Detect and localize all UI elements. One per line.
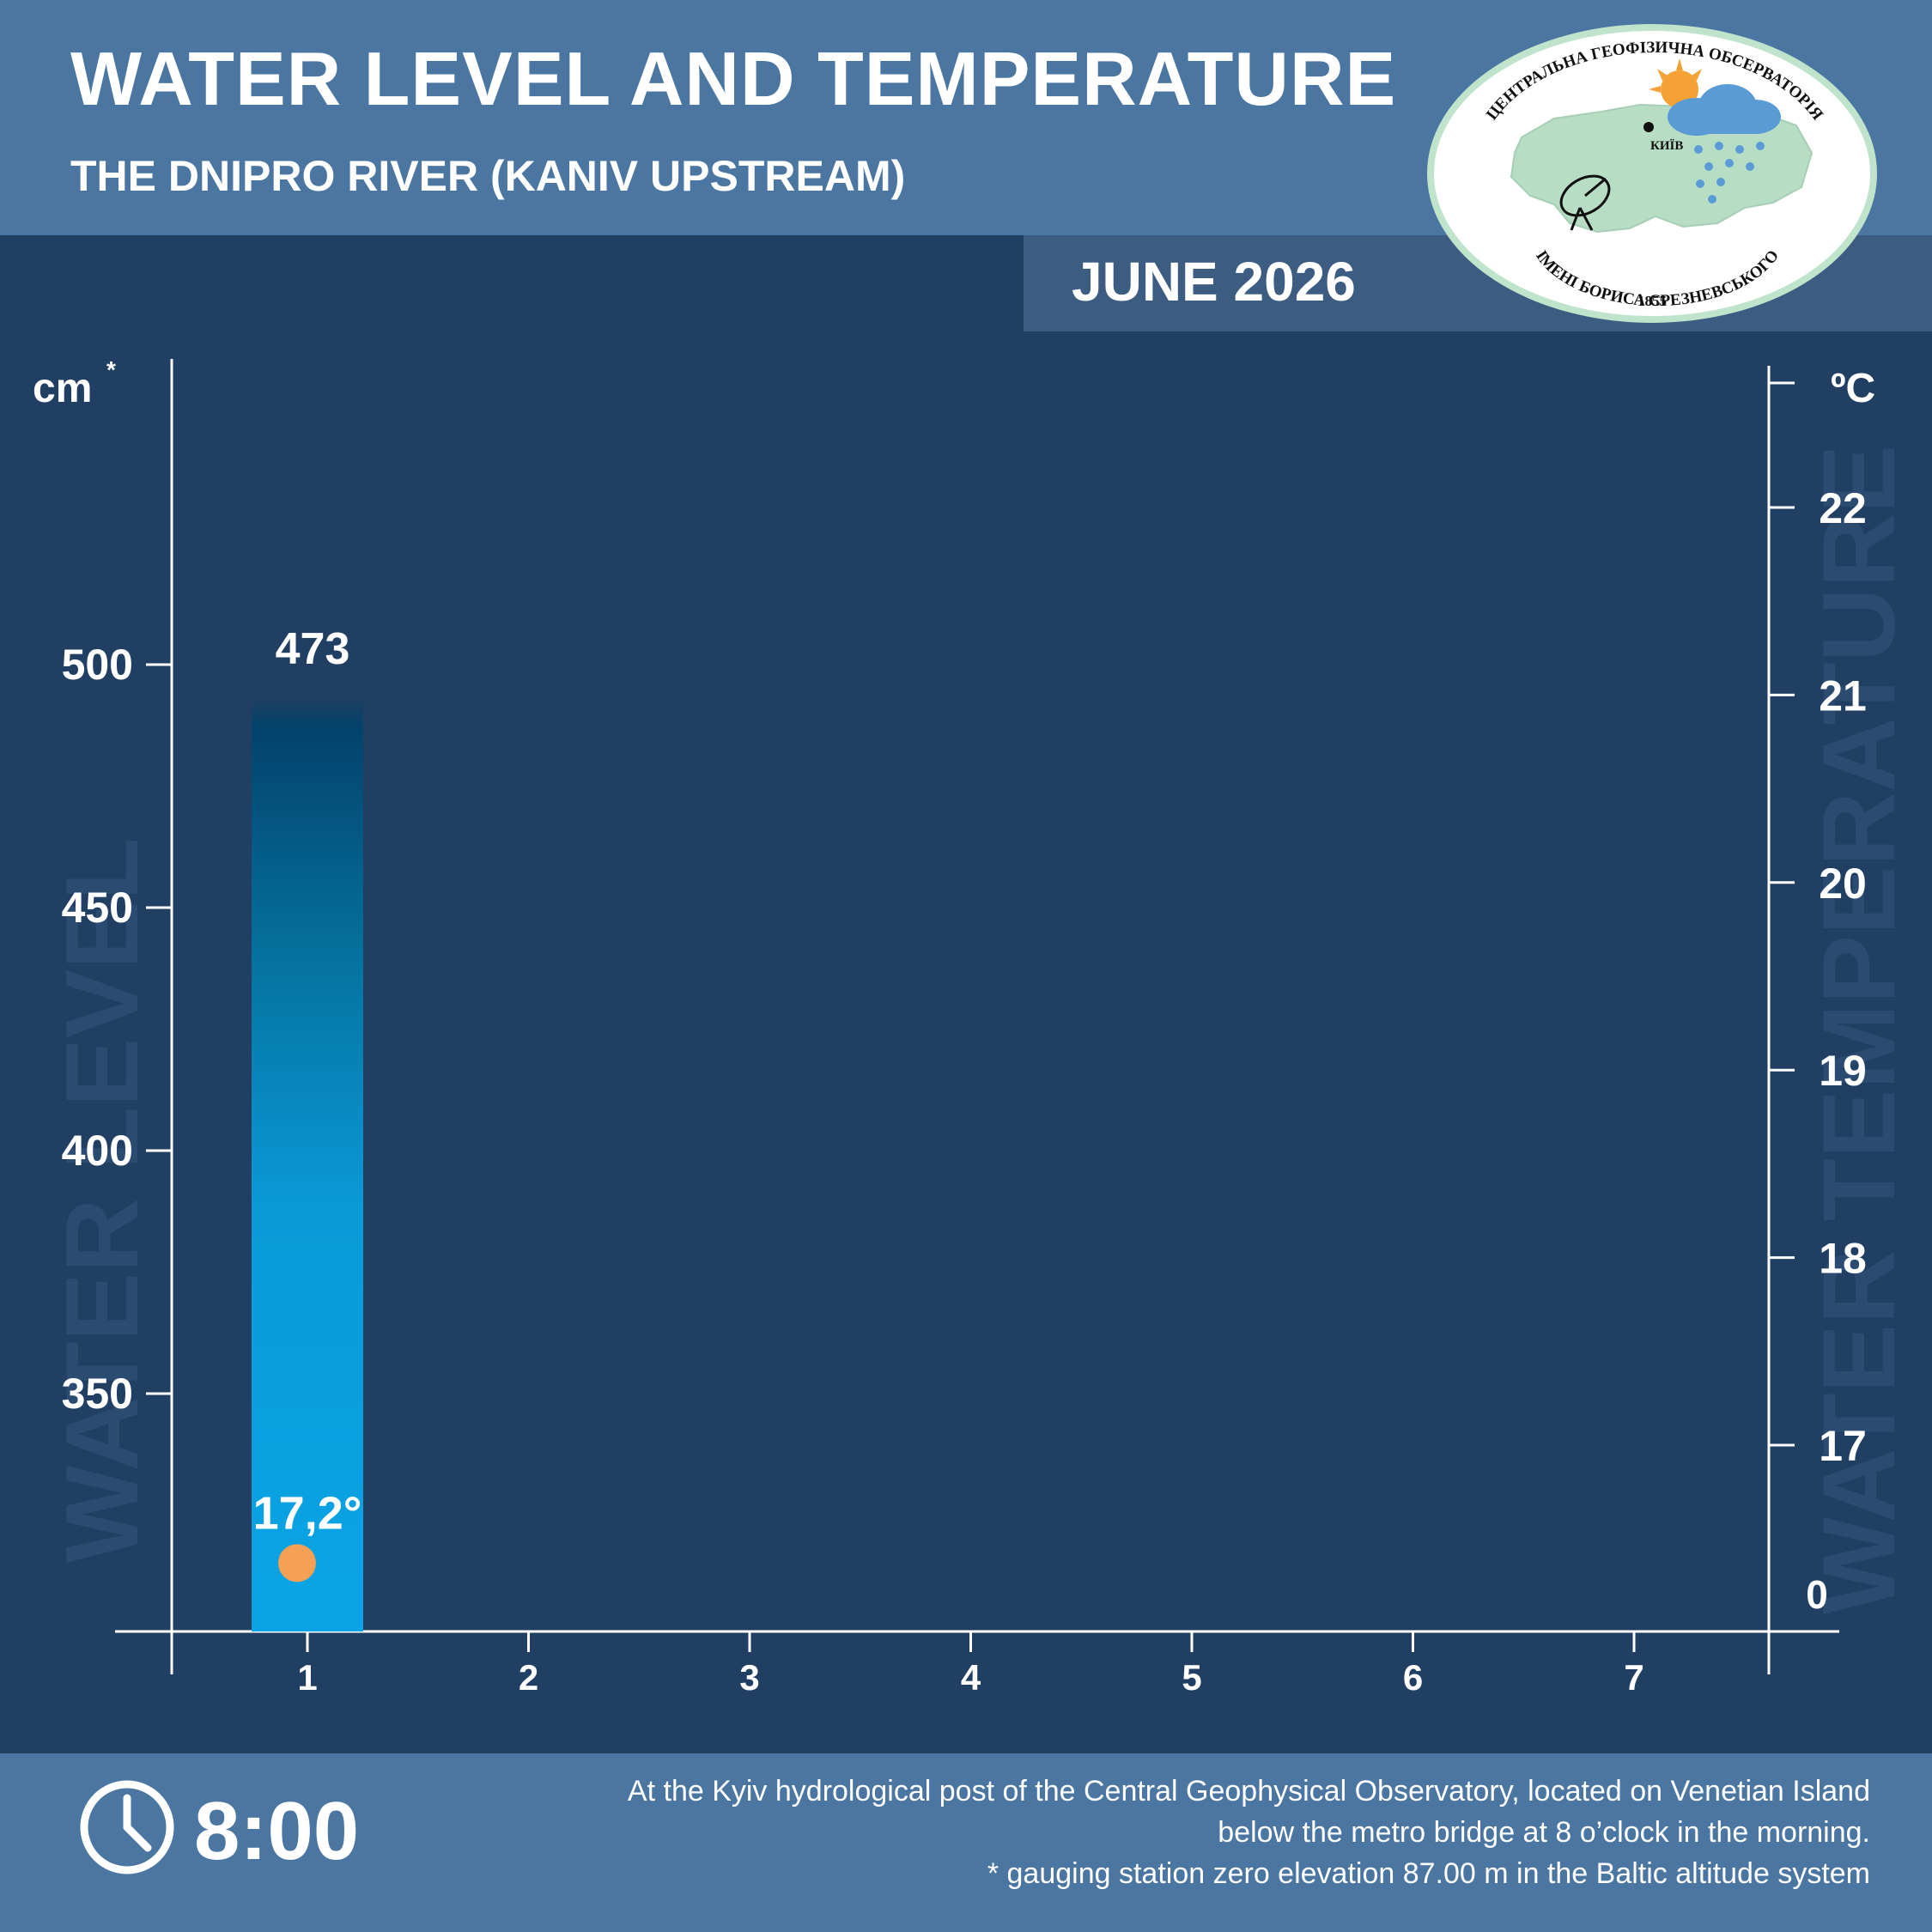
right-axis-watermark: WATER TEMPERATURE	[1801, 445, 1917, 1614]
footer-band	[0, 1753, 1932, 1932]
footer-note: At the Kyiv hydrological post of the Cen…	[410, 1771, 1870, 1894]
logo-year: 1855	[1637, 293, 1667, 309]
left-axis-watermark: WATER LEVEL	[45, 838, 160, 1563]
left-axis-tick-label: 400	[62, 1127, 133, 1175]
footer-note-line-2: below the metro bridge at 8 o’clock in t…	[1218, 1816, 1870, 1849]
right-axis-tick-label: 22	[1819, 484, 1867, 532]
logo-city: КИЇВ	[1650, 139, 1683, 153]
left-axis-tick-label: 500	[62, 641, 133, 689]
right-axis-tick-label: 18	[1819, 1235, 1867, 1283]
left-axis-unit-mark: *	[106, 356, 116, 383]
left-axis-tick-label: 350	[62, 1370, 133, 1418]
cloud-icon	[1668, 84, 1781, 136]
x-axis-tick-label: 6	[1403, 1657, 1423, 1698]
x-axis-tick-label: 7	[1624, 1657, 1643, 1698]
temperature-label: 17,2°	[253, 1487, 362, 1539]
water-level-label: 473	[276, 624, 350, 674]
observation-time: 8:00	[194, 1785, 360, 1877]
satellite-dish-icon	[1559, 174, 1611, 231]
x-axis-tick-label: 2	[519, 1657, 538, 1698]
footer-note-line-1: At the Kyiv hydrological post of the Cen…	[627, 1775, 1870, 1807]
observatory-logo: КИЇВ ЦЕНТРАЛЬНА ГЕОФІЗИЧНА ОБСЕРВАТОРІЯ …	[1427, 24, 1877, 323]
x-axis-tick-label: 3	[739, 1657, 759, 1698]
right-axis-tick-label: 21	[1819, 671, 1867, 720]
temperature-point	[278, 1544, 316, 1583]
left-axis-tick-label: 450	[62, 884, 133, 932]
x-axis-tick-label: 5	[1182, 1657, 1201, 1698]
right-axis-unit: ºC	[1831, 366, 1875, 411]
left-axis-unit: cm	[33, 366, 92, 411]
right-axis-tick-label: 20	[1819, 860, 1867, 908]
water-level-bar	[252, 697, 363, 1631]
right-axis-tick-label: 17	[1819, 1422, 1867, 1470]
month-label: JUNE 2026	[1072, 251, 1356, 313]
page-title: WATER LEVEL AND TEMPERATURE	[70, 36, 1397, 121]
left-axis: cm * 350 400 450 500	[33, 356, 173, 1674]
right-axis-zero-label: 0	[1806, 1572, 1828, 1617]
x-axis: 1 2 3 4 5 6 7	[115, 1630, 1839, 1698]
page-subtitle: THE DNIPRO RIVER (KANIV UPSTREAM)	[70, 152, 906, 200]
x-axis-tick-label: 1	[297, 1657, 317, 1698]
rain-drops	[1694, 142, 1765, 204]
clock-icon	[80, 1780, 174, 1874]
x-axis-tick-label: 4	[961, 1657, 981, 1698]
footer-note-line-3: * gauging station zero elevation 87.00 m…	[987, 1857, 1870, 1890]
right-axis: ºC 17 18 19 20 21 22 0	[1767, 366, 1875, 1674]
chart: WATER LEVEL WATER TEMPERATURE cm * 35040…	[33, 356, 1917, 1698]
right-axis-tick-label: 19	[1819, 1047, 1867, 1095]
